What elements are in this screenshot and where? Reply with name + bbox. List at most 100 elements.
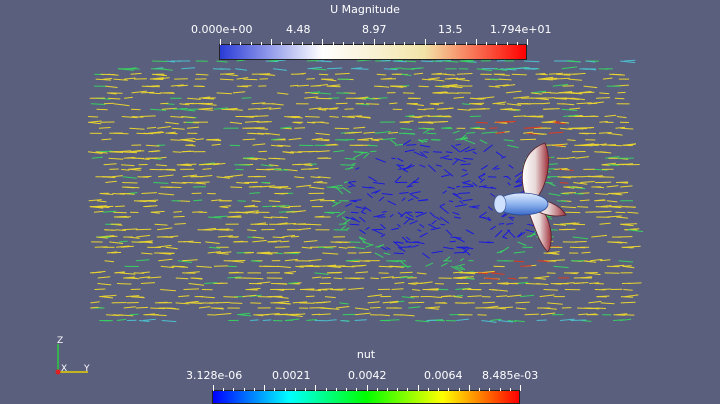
velocity-vector: [366, 193, 373, 199]
velocity-vector: [239, 314, 252, 317]
velocity-vector: [116, 245, 130, 248]
velocity-vector: [363, 206, 372, 212]
velocity-vector: [448, 200, 454, 203]
velocity-vector: [385, 246, 391, 250]
velocity-vector: [378, 265, 393, 268]
velocity-vector: [175, 277, 189, 280]
velocity-vector: [554, 168, 568, 170]
colorbar-top-gradient: [219, 39, 528, 60]
velocity-vector: [561, 108, 578, 111]
velocity-vector: [192, 211, 203, 213]
velocity-vector: [374, 189, 381, 194]
velocity-vector: [530, 230, 537, 238]
velocity-vector: [413, 151, 424, 157]
velocity-vector: [368, 176, 377, 182]
velocity-vector: [362, 186, 372, 189]
velocity-vector: [514, 320, 525, 323]
velocity-vector: [391, 265, 404, 268]
velocity-vector: [392, 276, 408, 279]
velocity-vector: [216, 60, 228, 63]
velocity-vector: [121, 151, 138, 154]
velocity-vector: [487, 216, 492, 221]
colorbar-bottom-tick-4: 8.485e-03: [482, 369, 539, 382]
velocity-vector: [357, 96, 369, 99]
velocity-vector: [378, 196, 385, 202]
velocity-vector: [355, 312, 371, 316]
velocity-vector: [313, 181, 323, 183]
velocity-vector: [602, 77, 613, 80]
velocity-vector: [350, 67, 362, 70]
velocity-vector: [330, 184, 343, 188]
velocity-vector: [115, 229, 126, 231]
velocity-vector: [305, 116, 320, 118]
velocity-vector: [588, 101, 604, 105]
velocity-vector: [495, 131, 505, 134]
velocity-vector: [620, 127, 634, 130]
velocity-vector: [354, 265, 364, 267]
velocity-vector: [495, 120, 510, 123]
velocity-vector: [131, 150, 145, 153]
colorbar-minor-tick: [499, 388, 501, 391]
velocity-vector: [97, 200, 107, 203]
velocity-vector: [619, 182, 629, 184]
velocity-vector: [165, 121, 179, 125]
velocity-vector: [157, 156, 167, 159]
velocity-vector: [140, 282, 156, 284]
velocity-vector: [347, 180, 357, 183]
velocity-vector: [459, 265, 466, 271]
velocity-vector: [405, 216, 414, 221]
velocity-vector: [359, 236, 367, 241]
velocity-vector: [317, 176, 331, 179]
velocity-vector: [460, 146, 471, 153]
velocity-vector: [415, 212, 427, 218]
velocity-vector: [596, 210, 612, 213]
velocity-vector: [274, 157, 286, 160]
velocity-vector: [464, 148, 476, 153]
velocity-vector: [453, 251, 466, 254]
colorbar-minor-tick: [220, 39, 221, 45]
velocity-vector: [407, 180, 416, 188]
velocity-vector: [247, 229, 257, 232]
velocity-vector: [399, 276, 414, 279]
velocity-vector: [275, 205, 290, 208]
velocity-vector: [296, 84, 310, 87]
velocity-vector: [344, 203, 352, 208]
velocity-vector: [563, 114, 578, 117]
velocity-vector: [363, 152, 370, 159]
velocity-vector: [369, 150, 377, 153]
velocity-vector: [340, 164, 355, 166]
velocity-vector: [172, 151, 182, 153]
velocity-vector: [484, 277, 499, 280]
velocity-vector: [409, 220, 418, 225]
velocity-vector: [358, 236, 366, 244]
colorbar-top-tick-3: 13.5: [438, 23, 463, 36]
velocity-vector: [406, 185, 414, 188]
velocity-vector: [158, 258, 173, 262]
velocity-vector: [263, 73, 273, 76]
velocity-vector: [416, 282, 427, 284]
velocity-vector: [399, 271, 413, 274]
velocity-vector: [333, 150, 345, 153]
velocity-vector: [165, 60, 175, 63]
velocity-vector: [453, 271, 464, 274]
velocity-vector: [158, 193, 175, 196]
velocity-vector: [623, 289, 633, 291]
velocity-vector: [216, 252, 229, 255]
velocity-vector: [443, 246, 454, 250]
velocity-vector: [620, 301, 636, 304]
velocity-vector: [479, 211, 487, 218]
velocity-vector: [87, 151, 103, 154]
velocity-vector: [435, 60, 451, 62]
velocity-vector: [216, 176, 231, 179]
velocity-vector: [250, 132, 264, 135]
velocity-vector: [252, 239, 267, 243]
colorbar-minor-tick: [322, 39, 324, 45]
velocity-vector: [190, 182, 207, 185]
velocity-vector: [401, 73, 412, 76]
velocity-vector: [283, 151, 294, 154]
velocity-vector: [154, 223, 168, 226]
velocity-vector: [421, 78, 432, 81]
colorbar-minor-tick: [427, 388, 429, 391]
velocity-vector: [236, 59, 246, 62]
